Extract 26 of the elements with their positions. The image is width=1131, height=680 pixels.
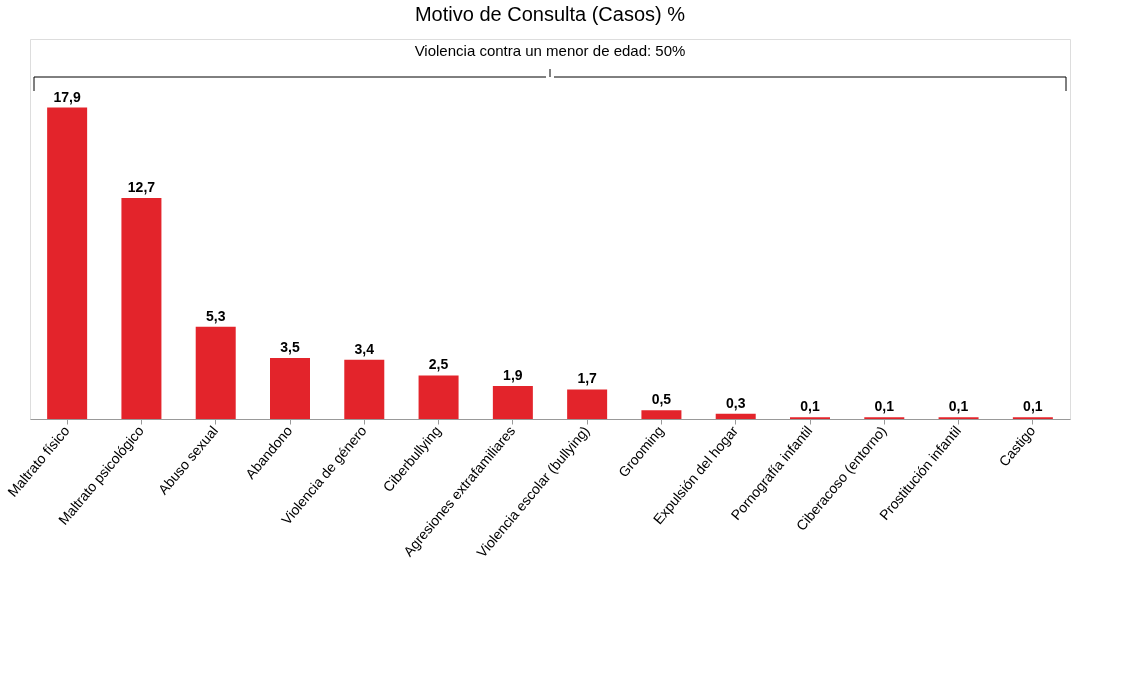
data-label: 0,3	[725, 394, 746, 411]
bar	[344, 359, 385, 419]
data-label: 0,1	[874, 398, 895, 415]
data-label: 0,1	[948, 398, 969, 415]
data-label: 2,5	[428, 356, 449, 373]
bar	[121, 198, 162, 419]
bar	[492, 385, 533, 419]
bar	[418, 375, 459, 419]
data-label: 5,3	[205, 307, 226, 324]
data-label: 0,1	[800, 398, 820, 415]
data-label: 1,7	[577, 370, 598, 387]
bar	[715, 413, 756, 419]
data-label: 0,5	[651, 391, 672, 408]
data-label: 3,5	[280, 339, 300, 356]
bar	[270, 358, 310, 419]
data-label: 3,4	[354, 340, 375, 357]
bar	[195, 326, 236, 419]
bar	[47, 107, 88, 419]
chart-title: Motivo de Consulta (Casos) %	[414, 3, 686, 25]
bar	[567, 389, 608, 419]
text: Violencia contra un menor de edad: 50%	[414, 42, 686, 59]
bar	[641, 410, 682, 419]
data-label: 1,9	[503, 366, 523, 383]
data-label: 12,7	[127, 179, 156, 196]
data-label: 17,9	[53, 88, 81, 105]
data-label: 0,1	[1023, 398, 1043, 415]
